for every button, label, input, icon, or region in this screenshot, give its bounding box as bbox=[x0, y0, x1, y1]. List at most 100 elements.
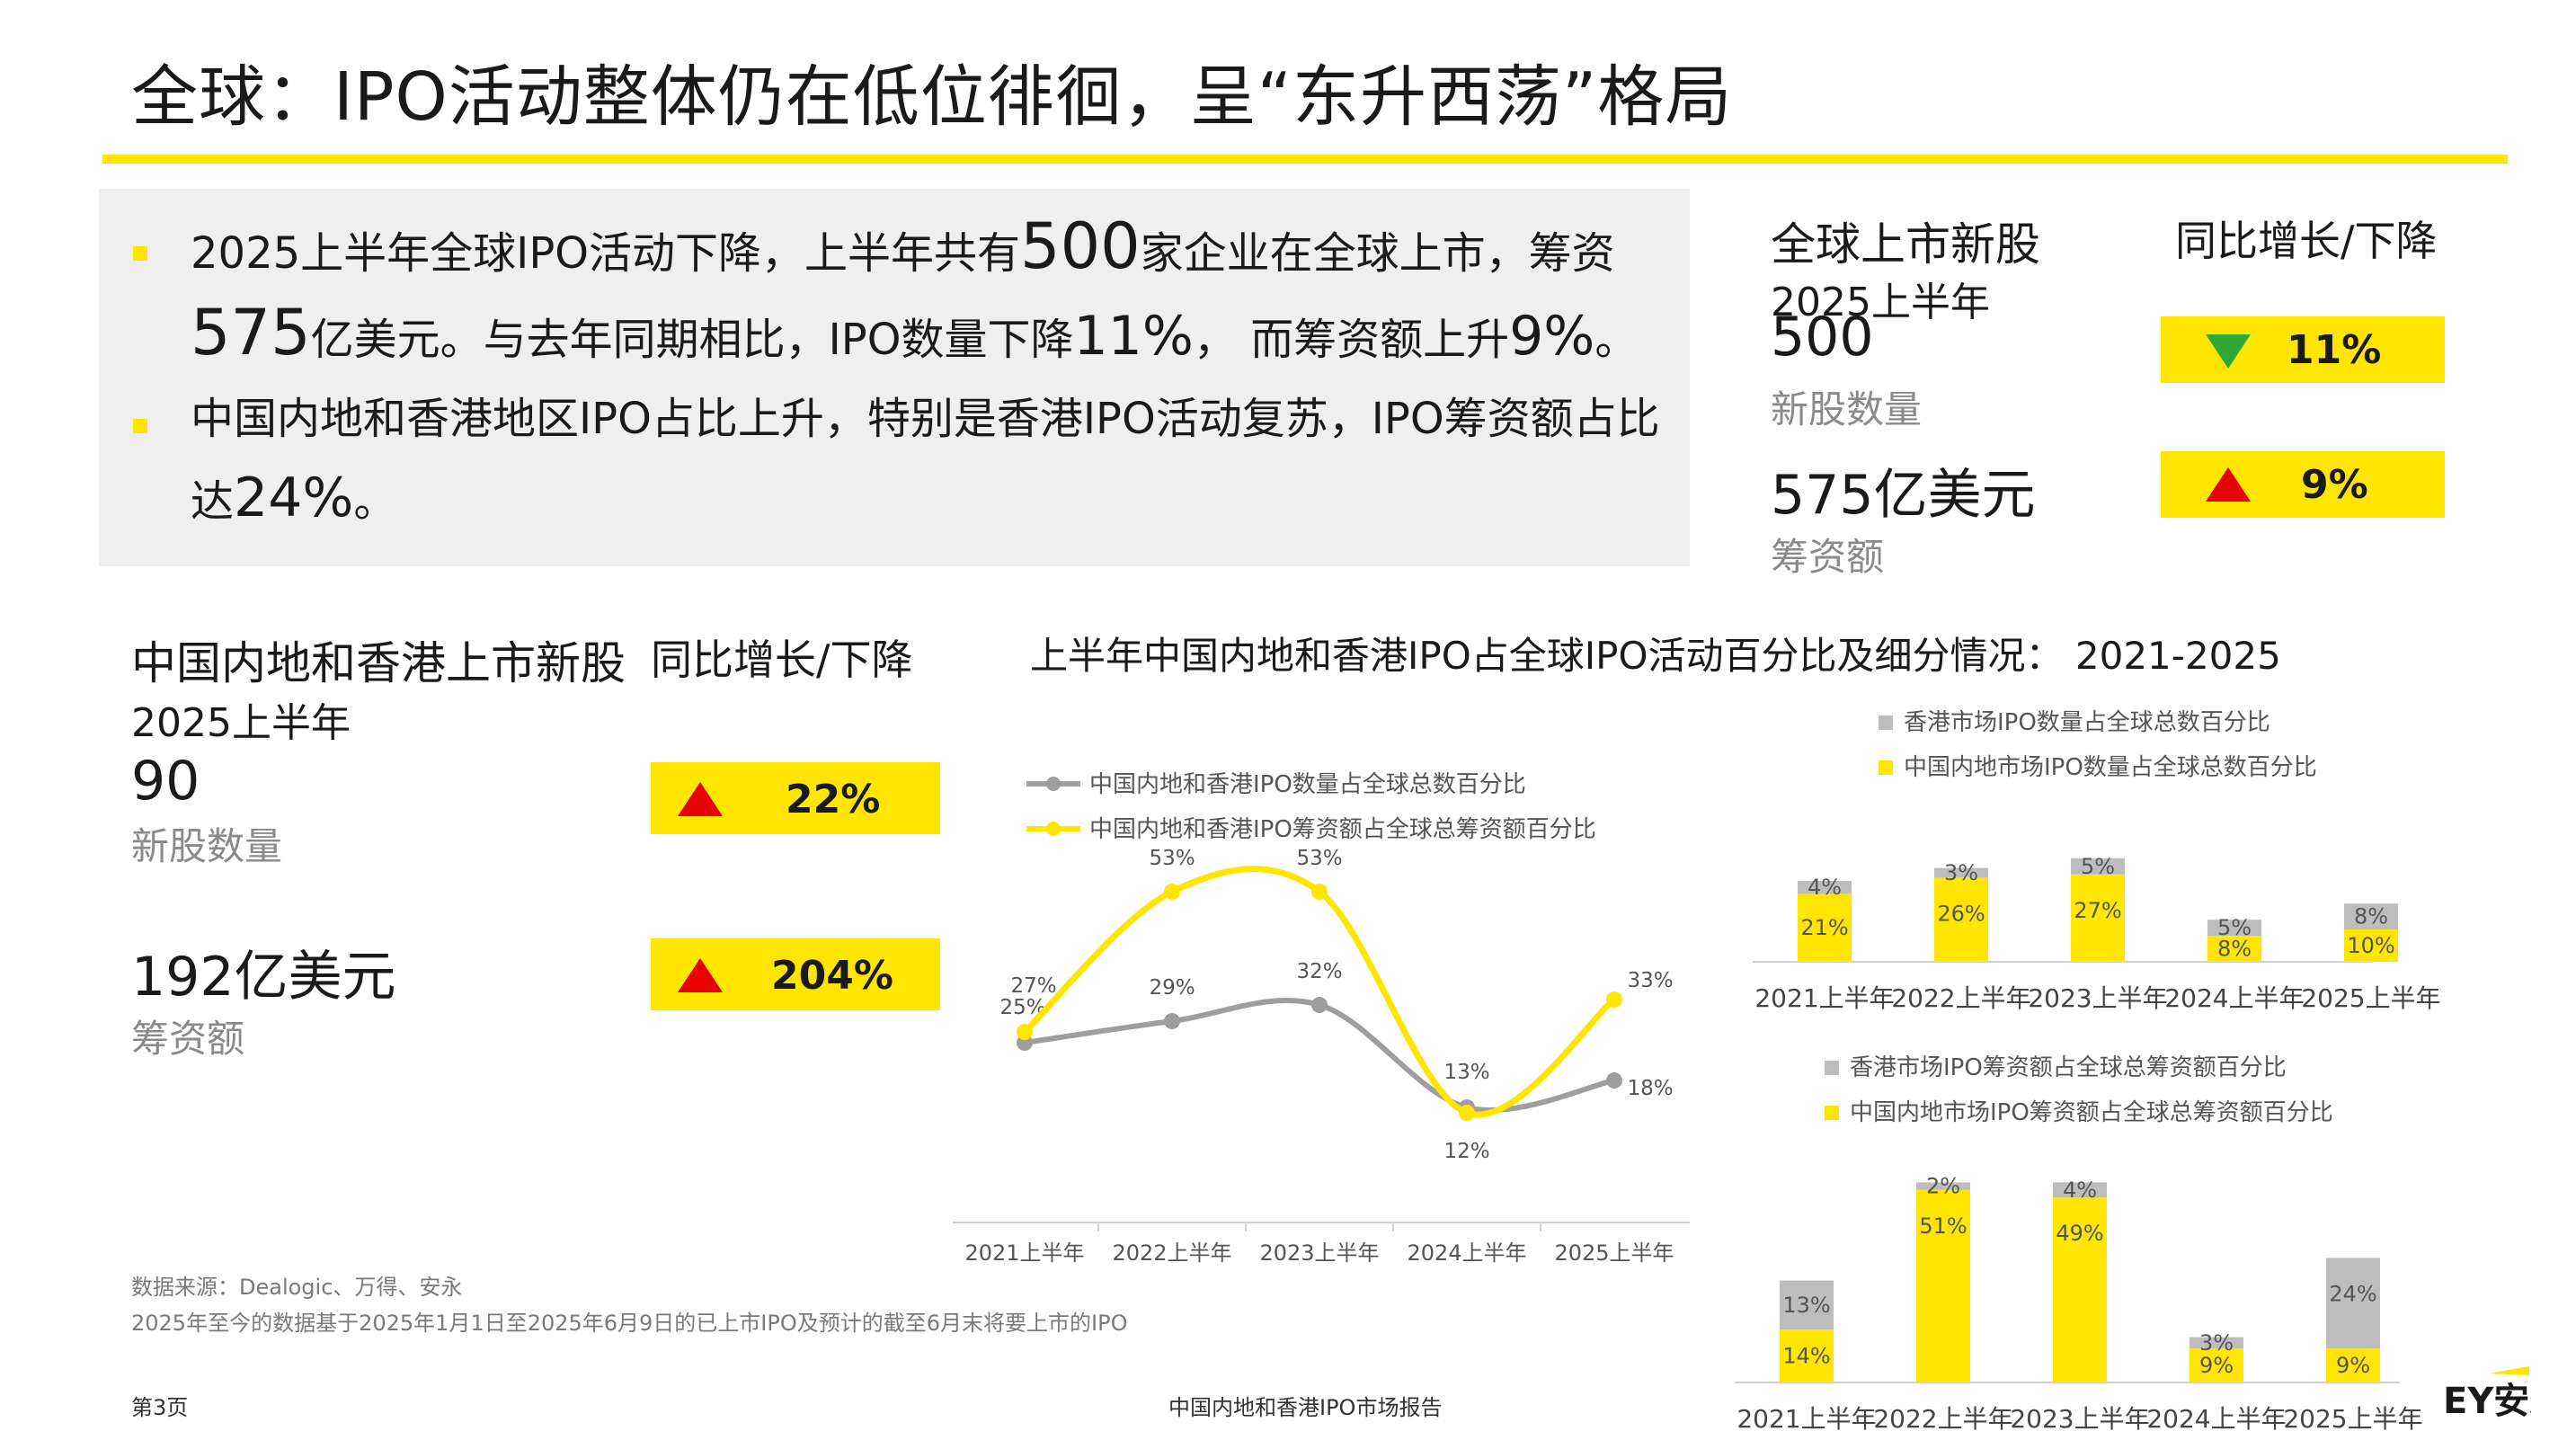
global-period: 2025上半年 bbox=[1771, 280, 1990, 325]
summary-text: 。 bbox=[353, 476, 397, 527]
legend-swatch bbox=[1879, 716, 1893, 730]
data-label: 12% bbox=[1443, 1140, 1489, 1163]
legend-label: 香港市场IPO筹资额占全球总筹资额百分比 bbox=[1850, 1054, 2287, 1081]
ey-logo: EY安永 bbox=[2441, 1366, 2565, 1422]
summary-text: ， 而筹资额上升 bbox=[1193, 315, 1510, 365]
x-tick-label: 2024上半年 bbox=[1407, 1240, 1526, 1266]
summary-bullet-2: 中国内地和香港地区IPO占比上升，特别是香港IPO活动复苏，IPO筹资额占比 达… bbox=[191, 379, 1683, 541]
bar-label: 3% bbox=[1944, 860, 1978, 885]
bar-segment bbox=[2344, 903, 2398, 929]
global-count-label: 新股数量 bbox=[1771, 387, 1923, 431]
legend-label: 中国内地和香港IPO数量占全球总数百分比 bbox=[1089, 771, 1526, 798]
up-triangle-icon bbox=[678, 958, 723, 992]
source-note: 数据来源：Dealogic、万得、安永 bbox=[131, 1275, 463, 1300]
ey-logo-mark: EY安永 bbox=[2443, 1366, 2565, 1422]
bar-label: 2% bbox=[1926, 1174, 1960, 1199]
bar-segment bbox=[1916, 1182, 1970, 1190]
global-funds-label: 筹资额 bbox=[1771, 535, 1885, 579]
bar-segment bbox=[2207, 936, 2261, 962]
x-tick-label: 2025上半年 bbox=[2283, 1404, 2422, 1434]
global-yoy-heading: 同比增长/下降 bbox=[2175, 217, 2438, 265]
data-label: 33% bbox=[1627, 969, 1673, 992]
data-label: 53% bbox=[1296, 847, 1342, 870]
china-funds: 192亿美元 bbox=[131, 946, 396, 1009]
bullet-marker bbox=[133, 246, 147, 261]
data-label: 32% bbox=[1296, 960, 1342, 983]
x-tick-label: 2022上半年 bbox=[1873, 1404, 2012, 1434]
bar-label: 10% bbox=[2347, 933, 2394, 958]
x-tick-label: 2023上半年 bbox=[1259, 1240, 1379, 1266]
data-point bbox=[1606, 991, 1622, 1008]
up-triangle-icon bbox=[678, 782, 723, 816]
chart-section-title: 上半年中国内地和香港IPO占全球IPO活动百分比及细分情况： 2021-2025 bbox=[1030, 634, 2281, 678]
bar-label: 4% bbox=[2063, 1178, 2097, 1203]
bar-label: 5% bbox=[2081, 854, 2115, 879]
data-point bbox=[1311, 997, 1328, 1013]
x-tick-label: 2021上半年 bbox=[1737, 1404, 1876, 1434]
bar-label: 8% bbox=[2354, 904, 2388, 929]
bar-label: 9% bbox=[2199, 1353, 2234, 1378]
summary-text: 达 bbox=[191, 476, 235, 527]
china-count-yoy-box: 22% bbox=[651, 762, 940, 834]
data-note: 2025年至今的数据基于2025年1月1日至2025年6月9日的已上市IPO及预… bbox=[131, 1311, 1128, 1336]
summary-text: 家企业在全球上市，筹资 bbox=[1140, 228, 1615, 279]
summary-number: 9% bbox=[1509, 305, 1595, 368]
bar-segment bbox=[2071, 874, 2125, 962]
china-count-yoy: 22% bbox=[786, 777, 881, 822]
data-point bbox=[1164, 1013, 1180, 1029]
summary-text: 2025上半年全球IPO活动下降，上半年共有 bbox=[191, 228, 1021, 279]
bar-segment bbox=[1780, 1280, 1834, 1330]
x-tick-label: 2025上半年 bbox=[1554, 1240, 1674, 1266]
data-label: 53% bbox=[1149, 847, 1195, 870]
legend-point-marker bbox=[1046, 822, 1061, 836]
bar-label: 9% bbox=[2336, 1353, 2370, 1378]
data-label: 13% bbox=[1443, 1061, 1489, 1084]
global-count: 500 bbox=[1771, 306, 1874, 369]
data-point bbox=[1164, 884, 1180, 900]
data-label: 29% bbox=[1149, 976, 1195, 1000]
bar-segment bbox=[2326, 1258, 2380, 1349]
legend-label: 中国内地和香港IPO筹资额占全球总筹资额百分比 bbox=[1089, 816, 1596, 843]
bar-segment bbox=[2190, 1348, 2243, 1382]
bar-label: 4% bbox=[1808, 875, 1842, 900]
x-tick-label: 2021上半年 bbox=[1754, 983, 1894, 1013]
summary-number: 11% bbox=[1073, 305, 1194, 368]
page-title: 全球：IPO活动整体仍在低位徘徊，呈“东升西荡”格局 bbox=[131, 58, 1733, 136]
legend-label: 中国内地市场IPO筹资额占全球总筹资额百分比 bbox=[1850, 1099, 2333, 1126]
page-number: 第3页 bbox=[131, 1395, 189, 1420]
data-point bbox=[1606, 1072, 1622, 1089]
legend-point-marker bbox=[1046, 777, 1061, 791]
bar-segment bbox=[1780, 1329, 1834, 1382]
china-count: 90 bbox=[131, 750, 200, 813]
bar-label: 14% bbox=[1782, 1344, 1830, 1369]
summary-number: 500 bbox=[1020, 209, 1141, 283]
up-triangle-icon bbox=[2206, 467, 2251, 502]
bar-label: 27% bbox=[2074, 898, 2121, 923]
data-label: 27% bbox=[1010, 974, 1056, 998]
bar-label: 49% bbox=[2056, 1221, 2103, 1246]
legend-label: 香港市场IPO数量占全球总数百分比 bbox=[1904, 709, 2270, 736]
summary-bullet-1: 2025上半年全球IPO活动下降，上半年共有500家企业在全球上市，筹资 575… bbox=[191, 207, 1683, 379]
bar-label: 5% bbox=[2217, 915, 2252, 940]
global-funds: 575亿美元 bbox=[1771, 464, 2036, 527]
bar-segment bbox=[2207, 920, 2261, 937]
bar-label: 24% bbox=[2329, 1281, 2376, 1306]
legend-swatch bbox=[1825, 1061, 1839, 1075]
bar-label: 13% bbox=[1782, 1293, 1830, 1318]
bar-label: 26% bbox=[1937, 901, 1985, 926]
china-funds-yoy-box: 204% bbox=[651, 938, 940, 1010]
x-tick-label: 2024上半年 bbox=[2164, 983, 2304, 1013]
bar-label: 8% bbox=[2217, 937, 2252, 962]
bar-segment bbox=[2053, 1182, 2107, 1198]
global-count-yoy-box: 11% bbox=[2161, 316, 2445, 383]
report-name: 中国内地和香港IPO市场报告 bbox=[1168, 1395, 1443, 1420]
bar-segment bbox=[2190, 1337, 2243, 1349]
summary-text: 亿美元。与去年同期相比，IPO数量下降 bbox=[310, 315, 1074, 365]
bar-label: 21% bbox=[1800, 915, 1848, 940]
global-funds-yoy-box: 9% bbox=[2161, 451, 2445, 518]
ey-logo-text: EY安永 bbox=[2443, 1381, 2531, 1420]
bar-segment bbox=[2344, 929, 2398, 962]
summary-text: 。 bbox=[1594, 315, 1639, 365]
bar-segment bbox=[1934, 877, 1988, 962]
